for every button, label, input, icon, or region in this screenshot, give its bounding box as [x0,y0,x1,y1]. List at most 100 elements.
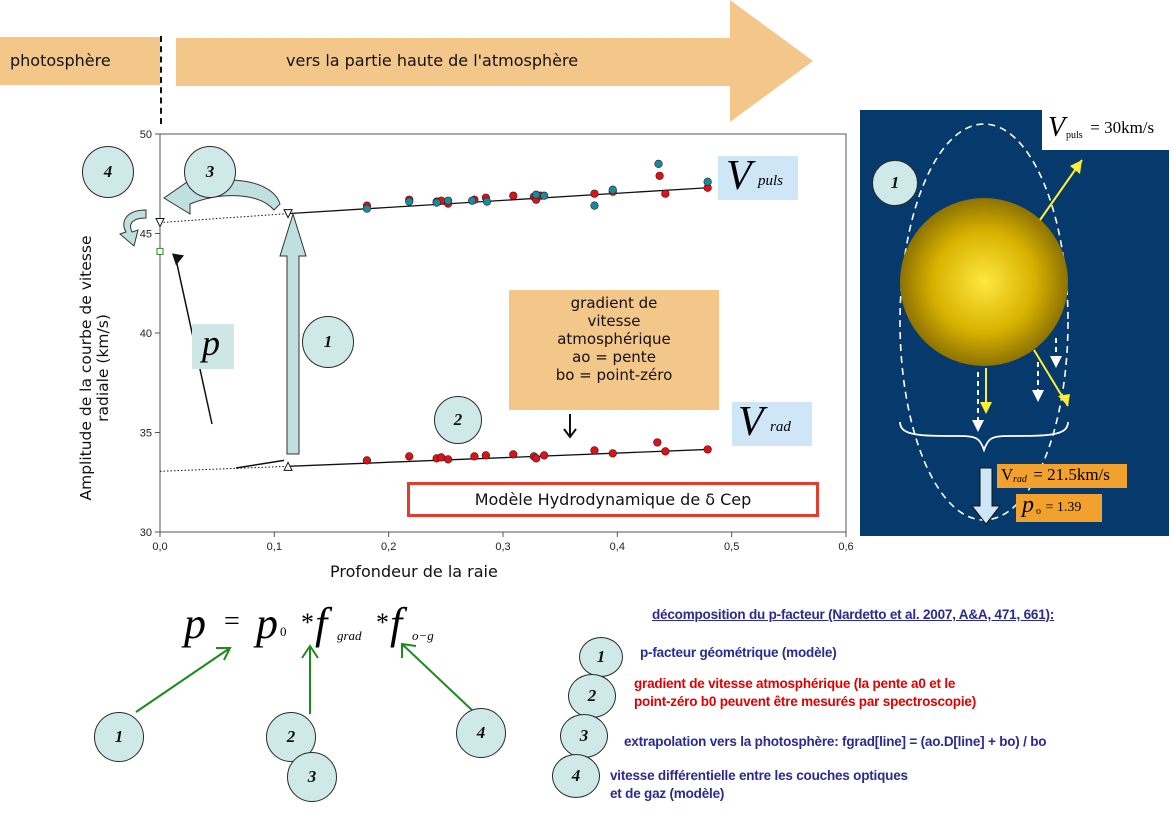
legend-num-2: 2 [568,674,616,718]
formula-num-1: 1 [94,712,144,762]
star-p0-sub: o [1036,506,1041,517]
formula-p0: p [256,599,278,648]
legend-num-4: 4 [552,754,600,798]
rad-red-point [608,449,617,458]
formula-f2: f [390,599,403,648]
photosphere-divider [160,36,162,124]
puls-teal-point [532,190,541,199]
rad-red-point [532,454,541,463]
formula-f1: f [315,599,328,648]
puls-teal-point [482,197,492,206]
x-tick-label: 0,1 [267,541,282,553]
x-tick-label: 0,4 [610,541,625,553]
rad-red-point [653,438,662,447]
chart-num-1: 1 [302,316,354,368]
chart-xlabel: Profondeur de la raie [330,562,498,581]
star-vpuls-V: V [1048,112,1066,143]
chart-num-3: 3 [184,146,236,198]
legend-num-3: 3 [560,714,608,758]
formula-f1-sub: grad [337,628,362,643]
x-tick-label: 0,3 [495,541,510,553]
puls-teal-point [405,197,414,206]
vrad-label-box: V rad [732,399,812,446]
y-tick-label: 30 [140,527,152,539]
star-vrad-V: V [1001,465,1014,484]
y-tick-label: 50 [140,129,152,141]
triangle-rad-mid [283,461,293,471]
puls-teal-point [703,177,712,186]
chart-num-4: 4 [82,146,134,198]
puls-teal-point [444,196,453,205]
gradient-line-2: vitesse [587,312,641,330]
star-vrad-box: V rad = 21.5km/s [997,464,1127,488]
vpuls-label-sub: puls [758,173,784,189]
formula-star1: * [301,608,314,637]
chart-ylabel-text: Amplitude de la courbe de vitesse radial… [77,235,112,501]
star-num-1: 1 [872,160,918,206]
formula-num-2: 2 [266,712,316,762]
puls-teal-point [608,185,617,194]
y-tick-label: 40 [140,328,152,340]
star-panel: 1 V puls = 30km/s V rad = 21.5km/s p o =… [860,110,1169,536]
puls-red-point [661,189,670,198]
star-vrad-value: = 21.5km/s [1029,465,1110,484]
rad-red-point [703,445,712,454]
vpuls-label-V: V [726,153,752,199]
p-label-box: p [192,323,234,369]
rad-red-point [405,452,414,461]
star-vpuls-box: V puls = 30km/s [1042,110,1169,150]
puls-teal-point [540,191,549,200]
formula-p: p [184,599,206,648]
header-arrow [176,0,813,122]
square-p [156,247,164,255]
formula-star2: * [376,608,389,637]
formula-num-3: 3 [287,752,337,802]
header-arrow-label: vers la partie haute de l'atmosphère [286,51,579,70]
legend-item-4-line2: et de gaz (modèle) [610,786,725,801]
legend-item-4-line1: vitesse différentielle entre les couches… [610,768,908,783]
x-tick-label: 0,2 [381,541,396,553]
model-title: Modèle Hydrodynamique de δ Cep [474,490,752,509]
star-vpuls-value: = 30km/s [1086,118,1155,137]
legend-item-2-line1: gradient de vitesse atmosphérique (la pe… [634,676,956,691]
formula: p = p 0 * f grad * f o−g [180,596,540,656]
rad-red-point [661,447,670,456]
star-diagram [899,123,1083,525]
vpuls-extrap [159,213,289,224]
star-vpuls-sub: puls [1066,130,1083,141]
gradient-arrow [563,414,577,439]
rad-red-point [509,450,518,459]
star-vrad-sub: rad [1013,474,1027,485]
rad-red-point [437,453,446,462]
formula-eq: = [224,606,240,637]
puls-teal-point [432,198,441,207]
rad-red-point [362,456,372,465]
gradient-line-4: ao = pente [572,348,656,366]
gradient-box: gradient de vitesse atmosphérique ao = p… [509,290,719,410]
rad-red-point [540,451,549,460]
vrad-label-sub: rad [770,419,791,435]
rad-red-point [481,451,490,460]
vrad-label-V: V [738,399,764,445]
x-tick-label: 0,6 [838,541,853,553]
puls-teal-point [468,196,477,205]
legend-item-1: p-facteur géométrique (modèle) [640,645,837,660]
puls-red-point [590,189,599,198]
gradient-line-3: atmosphérique [557,330,671,348]
y-tick-label: 35 [140,428,152,440]
vrad-extrap [159,465,289,472]
legend-title: décomposition du p-facteur (Nardetto et … [652,607,1055,622]
legend-num-1: 1 [579,637,623,677]
photosphere-label: photosphère [10,51,111,70]
gradient-line-1: gradient de [570,294,658,312]
p-arrow-head [172,253,184,266]
x-tick-label: 0,0 [152,541,167,553]
star-p0-value: = 1.39 [1042,500,1082,515]
curved-arrow-4 [119,209,147,247]
model-title-box: Modèle Hydrodynamique de δ Cep [407,482,819,517]
puls-red-point [655,171,664,180]
formula-arrows [135,642,475,714]
rad-red-point [470,452,479,461]
puls-teal-point [590,201,599,210]
x-tick-label: 0,5 [724,541,739,553]
